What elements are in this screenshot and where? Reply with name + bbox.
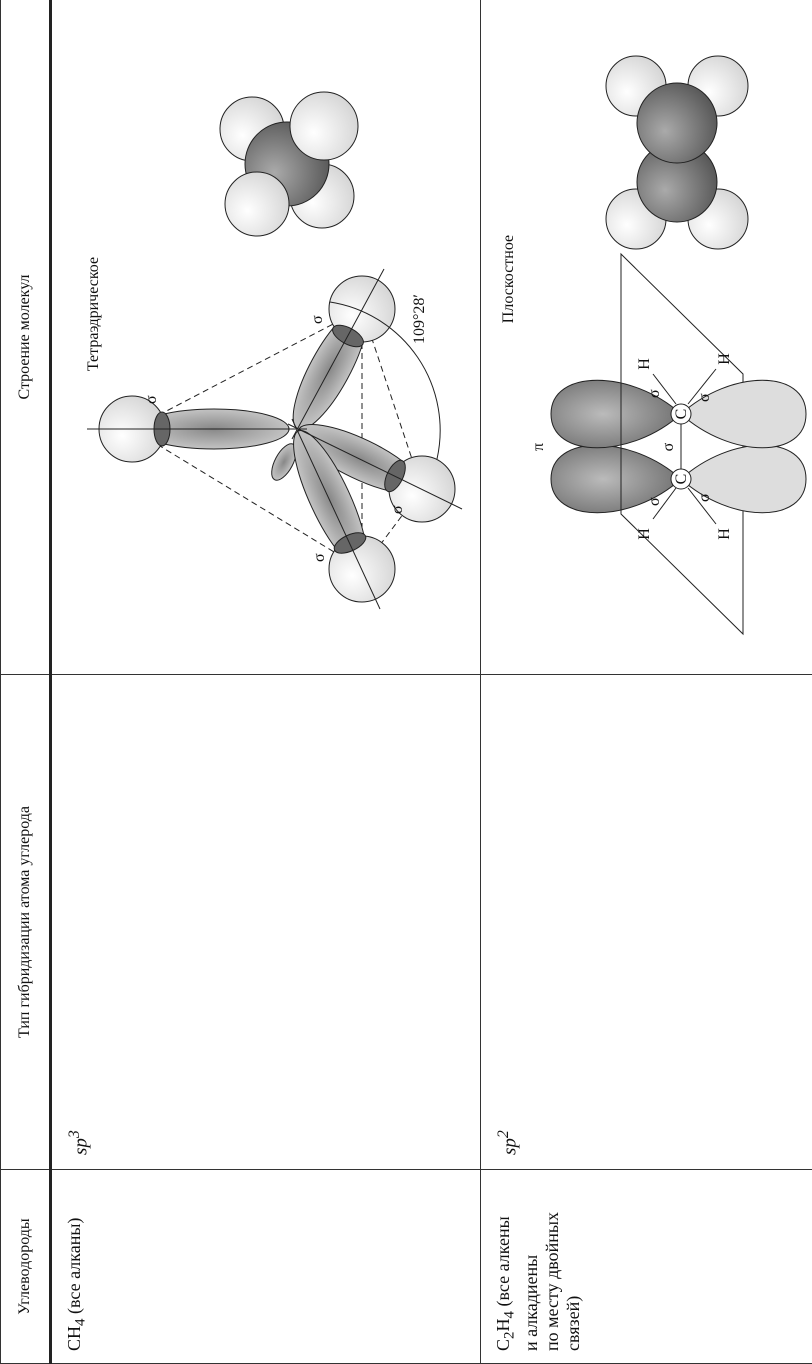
header-cell: Углеводороды [0, 1169, 51, 1364]
sigma: σ [311, 553, 328, 562]
bonds [652, 368, 717, 525]
lobes [138, 307, 423, 569]
pi-lobes-bottom [680, 379, 807, 514]
description: и алкадиены [520, 1254, 541, 1351]
sigma: σ [143, 395, 160, 404]
cell: Тетраэдрическое [50, 0, 481, 675]
description: (все алканы) [64, 1217, 84, 1319]
header-cell: Строение молекул [0, 0, 51, 675]
pi-label: π [530, 443, 547, 451]
hybridization: sp3 [52, 675, 106, 1169]
hydrocarbon: CH4 (все алканы) [52, 1170, 104, 1363]
h-label: H [636, 528, 653, 540]
formula: H [493, 1318, 513, 1332]
line: C2H4 (все алкены [493, 1182, 521, 1351]
row: CH4 (все алканы) sp3 Тетраэдрическое [50, 0, 481, 1364]
sigma: σ [696, 393, 713, 402]
sigma: σ [696, 493, 713, 502]
formula-sub: 2 [501, 1331, 518, 1339]
space-filling-model [219, 91, 359, 237]
hyb-sup: 3 [66, 1130, 83, 1139]
hydrocarbon: C2H4 (все алкены и алкадиены по месту двой… [481, 1170, 596, 1363]
cell: sp3 [50, 674, 481, 1170]
shape-label: Плоскостное [500, 235, 517, 323]
cell: C2H4 (все алкены и алкадиены по месту двой… [480, 1169, 812, 1364]
formula-sub: 4 [72, 1318, 89, 1326]
carbon-label: C [673, 409, 690, 420]
header-row: Углеводороды Тип гибридизации атома угле… [0, 0, 51, 1364]
cell: sp2 [480, 674, 812, 1170]
cell: CH4 (все алканы) [50, 1169, 481, 1364]
formula-sub: 4 [501, 1310, 518, 1319]
row: C2H4 (все алкены и алкадиены по месту двой… [480, 0, 812, 1364]
angle-label: 109°28′ [411, 294, 428, 344]
sigma: σ [389, 505, 406, 514]
header-cell: Тип гибридизации атома углерода [0, 674, 51, 1170]
formula: CH [64, 1325, 84, 1351]
angle-arc [329, 301, 441, 460]
hyb-base: sp [70, 1138, 92, 1155]
methane-diagram: Тетраэдрическое [85, 91, 463, 610]
sigma: σ [309, 315, 326, 324]
plane [620, 252, 744, 636]
h-label: H [636, 358, 653, 370]
hybridization: sp2 [481, 675, 535, 1169]
space-filling-model [605, 55, 749, 250]
sigma: σ [646, 389, 663, 398]
cell: Плоскостное π σ C [480, 0, 812, 675]
formula: C [493, 1338, 513, 1351]
description: связей) [562, 1295, 583, 1351]
ethylene-diagram: Плоскостное π σ C [500, 55, 807, 636]
carbon [670, 403, 692, 425]
sigma: σ [660, 442, 677, 451]
h-label: H [716, 528, 733, 540]
axes [87, 268, 463, 610]
carbon-label: C [673, 474, 690, 485]
pi-lobes-top [550, 379, 682, 514]
carbon [670, 468, 692, 490]
description: по месту двойных [541, 1212, 562, 1351]
sigma: σ [646, 497, 663, 506]
shape-label: Тетраэдрическое [85, 257, 102, 371]
h-label: H [716, 353, 733, 365]
description: (все алкены [493, 1216, 513, 1311]
hyb-sup: 2 [495, 1130, 512, 1139]
hyb-base: sp [499, 1138, 521, 1155]
